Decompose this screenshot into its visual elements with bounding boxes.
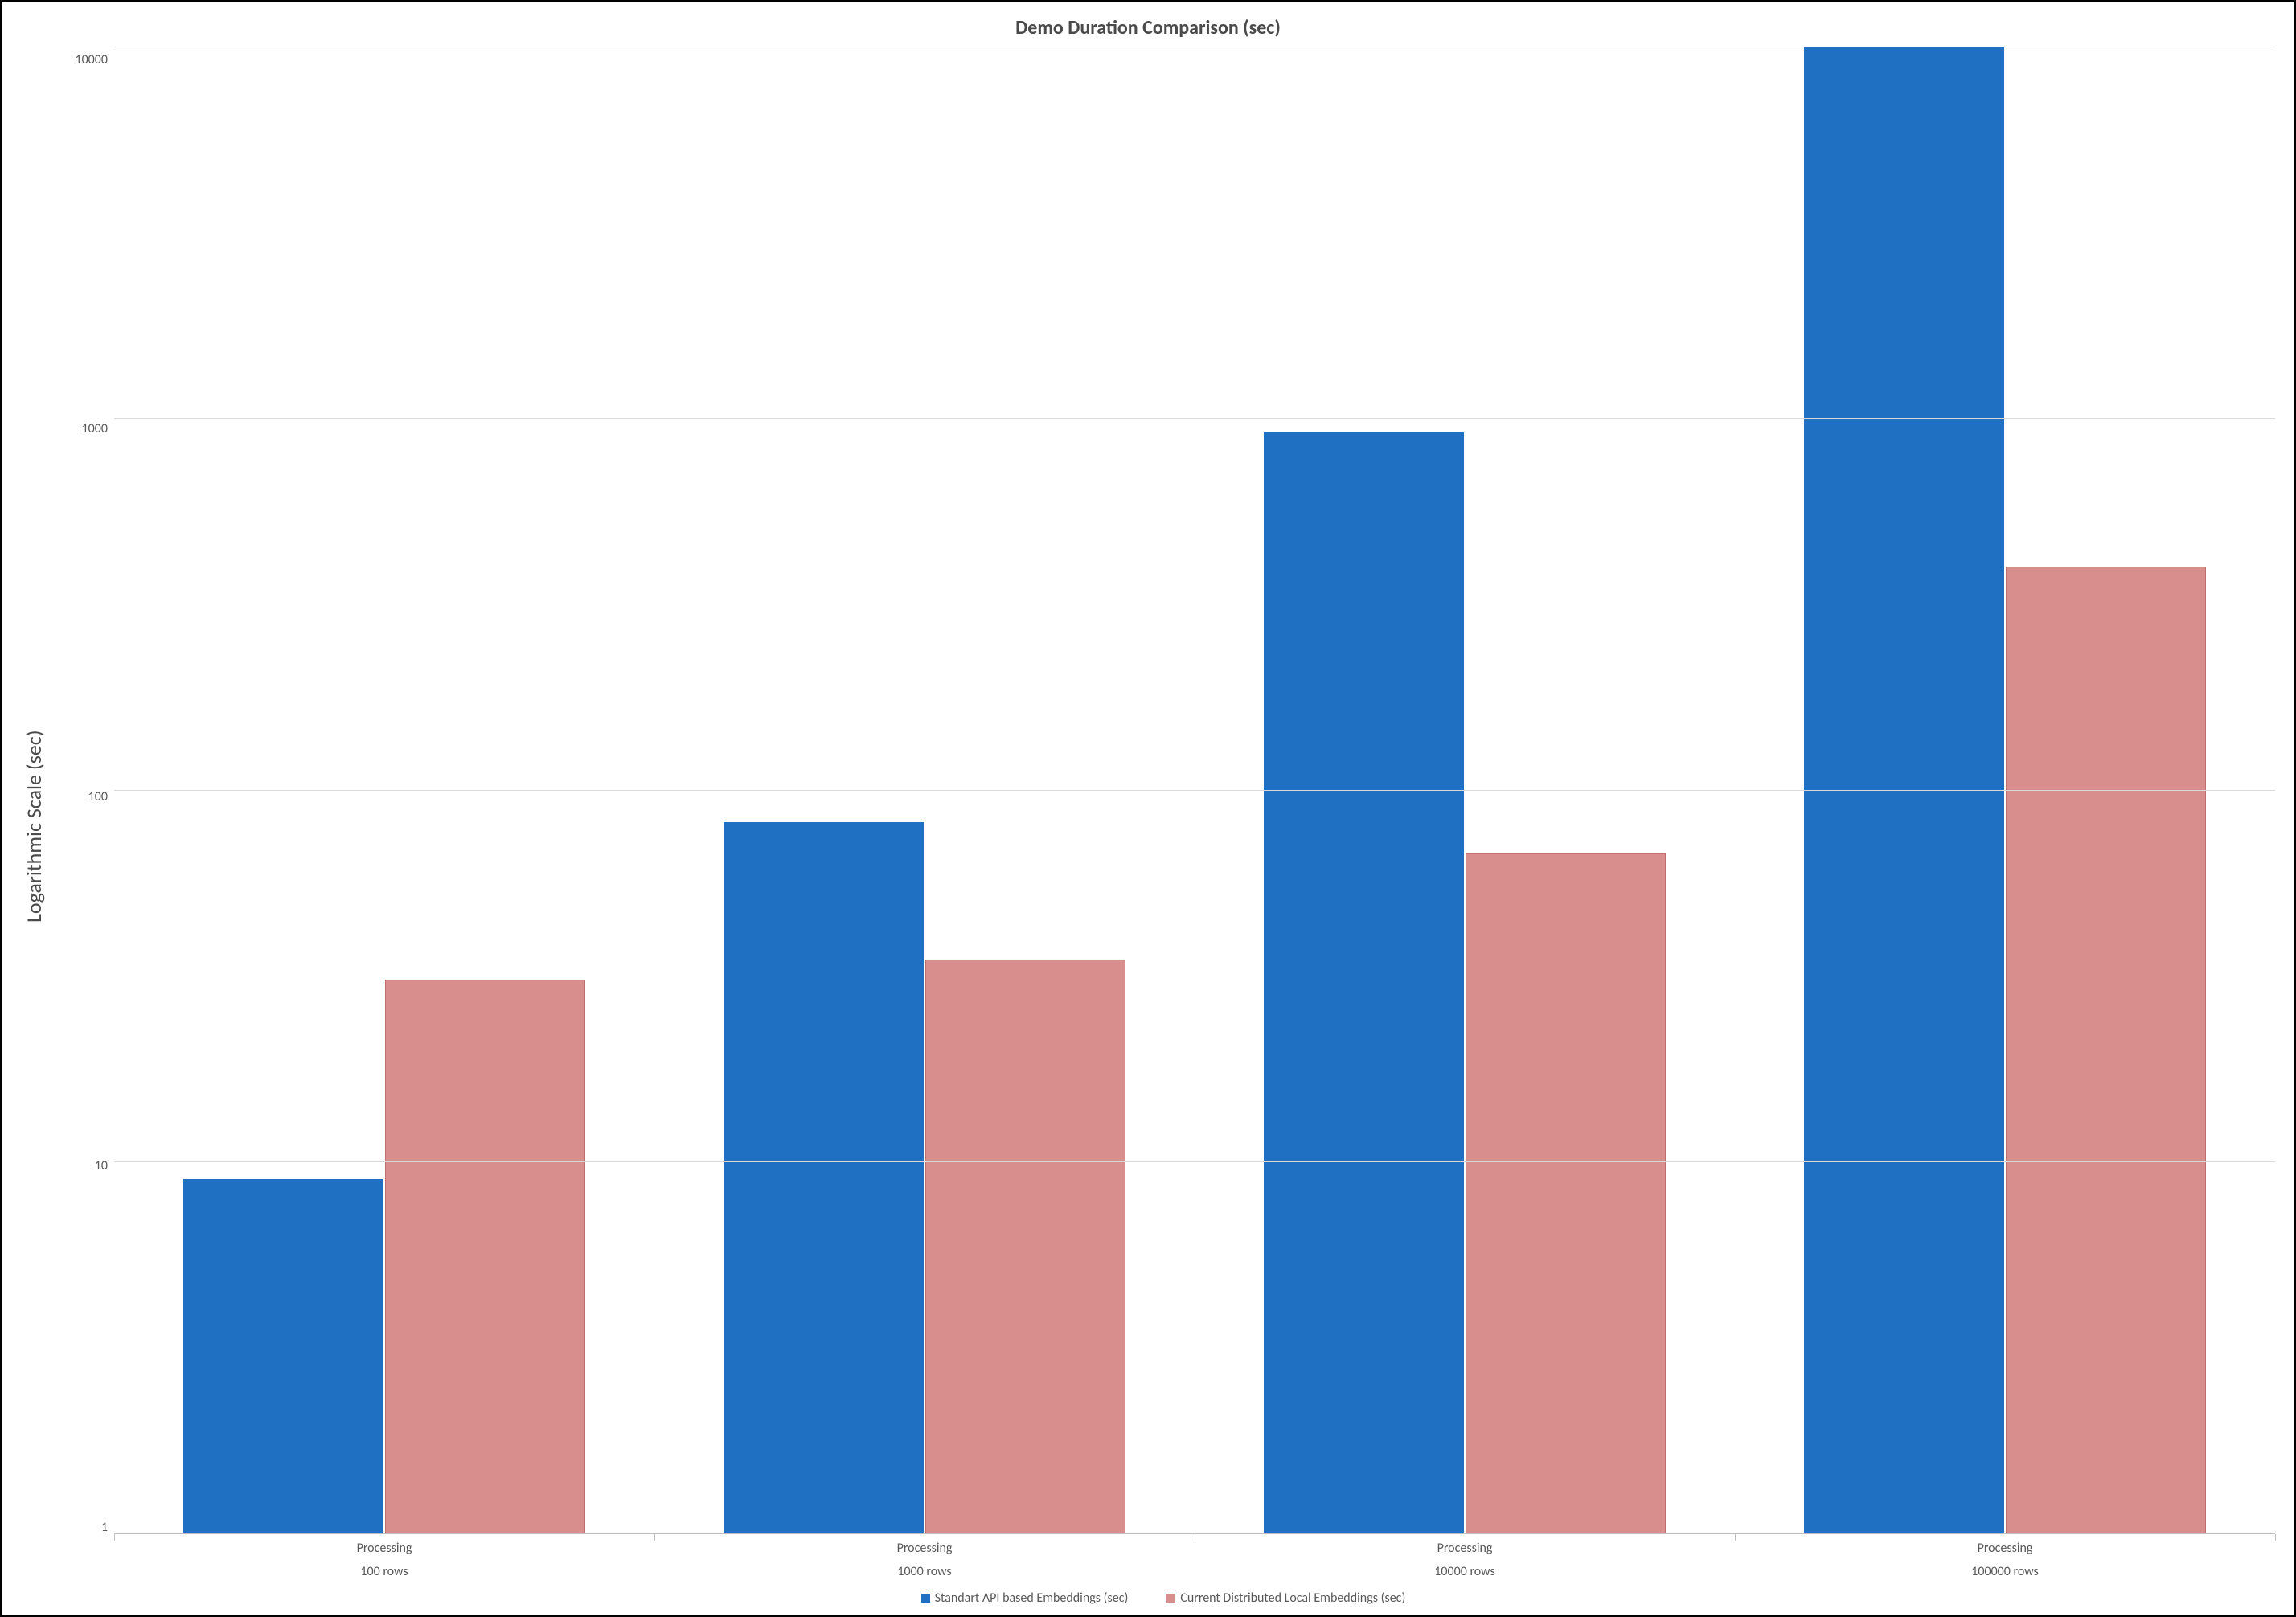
legend-label: Standart API based Embeddings (sec): [935, 1590, 1129, 1606]
chart-frame: Demo Duration Comparison (sec) Logarithm…: [0, 0, 2296, 1617]
bar: [925, 960, 1125, 1533]
x-axis-label-line2: 100000 rows: [1735, 1564, 2275, 1579]
y-tick-label: 10: [95, 1160, 108, 1173]
plot-area: [114, 47, 2275, 1534]
plot-column: 100001000100101 Processing100 rowsProces…: [51, 47, 2275, 1606]
chart-title: Demo Duration Comparison (sec): [21, 16, 2275, 39]
x-axis-label-line1: Processing: [1195, 1541, 1735, 1556]
gridline: [114, 418, 2275, 419]
x-axis-label-line2: 10000 rows: [1195, 1564, 1735, 1579]
y-tick-label: 100: [88, 791, 108, 804]
x-axis-label-line2: 1000 rows: [654, 1564, 1195, 1579]
x-axis-label: Processing 100 rows: [114, 1534, 654, 1579]
bar: [2006, 567, 2206, 1533]
legend-item: Standart API based Embeddings (sec): [921, 1590, 1129, 1606]
y-axis-title: Logarithmic Scale (sec): [21, 47, 47, 1606]
x-axis-label-line1: Processing: [1735, 1541, 2275, 1556]
y-axis-tick-labels: 10000 1000 100 10 1: [51, 47, 114, 1534]
bar-groups: [114, 47, 2275, 1533]
bar: [1804, 47, 2004, 1533]
bar-group: [114, 47, 654, 1533]
x-axis-label-line1: Processing: [654, 1541, 1195, 1556]
y-tick-label: 1: [101, 1521, 108, 1534]
y-tick-label: 10000: [75, 54, 108, 67]
plot-row: 10000 1000 100 10 1: [51, 47, 2275, 1534]
x-axis-label: Processing 1000 rows: [654, 1534, 1195, 1579]
x-axis-label: Processing 10000 rows: [1195, 1534, 1735, 1579]
bar: [183, 1179, 383, 1533]
x-axis-label-line1: Processing: [114, 1541, 654, 1556]
bar: [385, 980, 585, 1533]
legend-swatch: [921, 1594, 930, 1603]
bar: [1466, 853, 1666, 1533]
legend-label: Current Distributed Local Embeddings (se…: [1180, 1590, 1405, 1606]
bar-group: [1195, 47, 1735, 1533]
legend-swatch: [1166, 1594, 1175, 1603]
x-axis-label-line2: 100 rows: [114, 1564, 654, 1579]
gridline: [114, 790, 2275, 791]
y-tick-label: 1000: [82, 423, 108, 436]
legend-item: Current Distributed Local Embeddings (se…: [1166, 1590, 1405, 1606]
bar: [724, 822, 924, 1533]
x-axis-labels: Processing100 rowsProcessing1000 rowsPro…: [114, 1534, 2275, 1579]
x-axis-label: Processing 100000 rows: [1735, 1534, 2275, 1579]
bar-group: [1735, 47, 2275, 1533]
bar-group: [654, 47, 1195, 1533]
chart-body: Logarithmic Scale (sec) 100001000100101 …: [21, 47, 2275, 1606]
legend: Standart API based Embeddings (sec) Curre…: [51, 1590, 2275, 1606]
bar: [1264, 432, 1464, 1533]
gridline: [114, 1161, 2275, 1162]
